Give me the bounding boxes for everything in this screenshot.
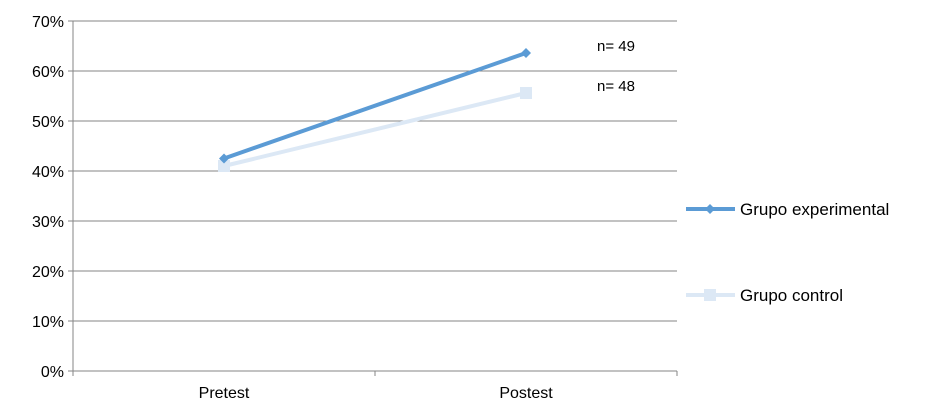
- x-tick-label: Postest: [499, 385, 553, 402]
- sample-size-label: n= 49: [597, 38, 635, 55]
- data-point: [520, 87, 532, 99]
- legend-label: Grupo control: [740, 286, 843, 305]
- data-point: [219, 153, 229, 164]
- y-tick-label: 40%: [32, 164, 64, 181]
- y-tick-label: 10%: [32, 314, 64, 331]
- x-tick-label: Pretest: [199, 385, 250, 402]
- legend-marker: [704, 289, 716, 301]
- data-point: [218, 160, 230, 172]
- legend-marker: [705, 204, 715, 214]
- x-axis-ticks: Pretest Postest: [72, 371, 678, 402]
- legend-label: Grupo experimental: [740, 200, 889, 219]
- series-line: [223, 51, 527, 161]
- data-point: [521, 48, 531, 58]
- annotations: n= 49 n= 48: [597, 38, 635, 95]
- series-line: [223, 91, 527, 168]
- sample-size-label: n= 48: [597, 78, 635, 95]
- axes: [72, 21, 677, 372]
- y-tick-label: 20%: [32, 264, 64, 281]
- y-tick-label: 0%: [41, 364, 64, 381]
- legend: Grupo experimental Grupo control: [686, 200, 889, 305]
- y-tick-label: 30%: [32, 214, 64, 231]
- series-layer: [218, 48, 532, 172]
- gridlines: [73, 20, 677, 322]
- y-tick-label: 70%: [32, 14, 64, 31]
- y-axis-ticks: 0% 10% 20% 30% 40% 50% 60% 70%: [32, 14, 73, 381]
- y-tick-label: 50%: [32, 114, 64, 131]
- y-tick-label: 60%: [32, 64, 64, 81]
